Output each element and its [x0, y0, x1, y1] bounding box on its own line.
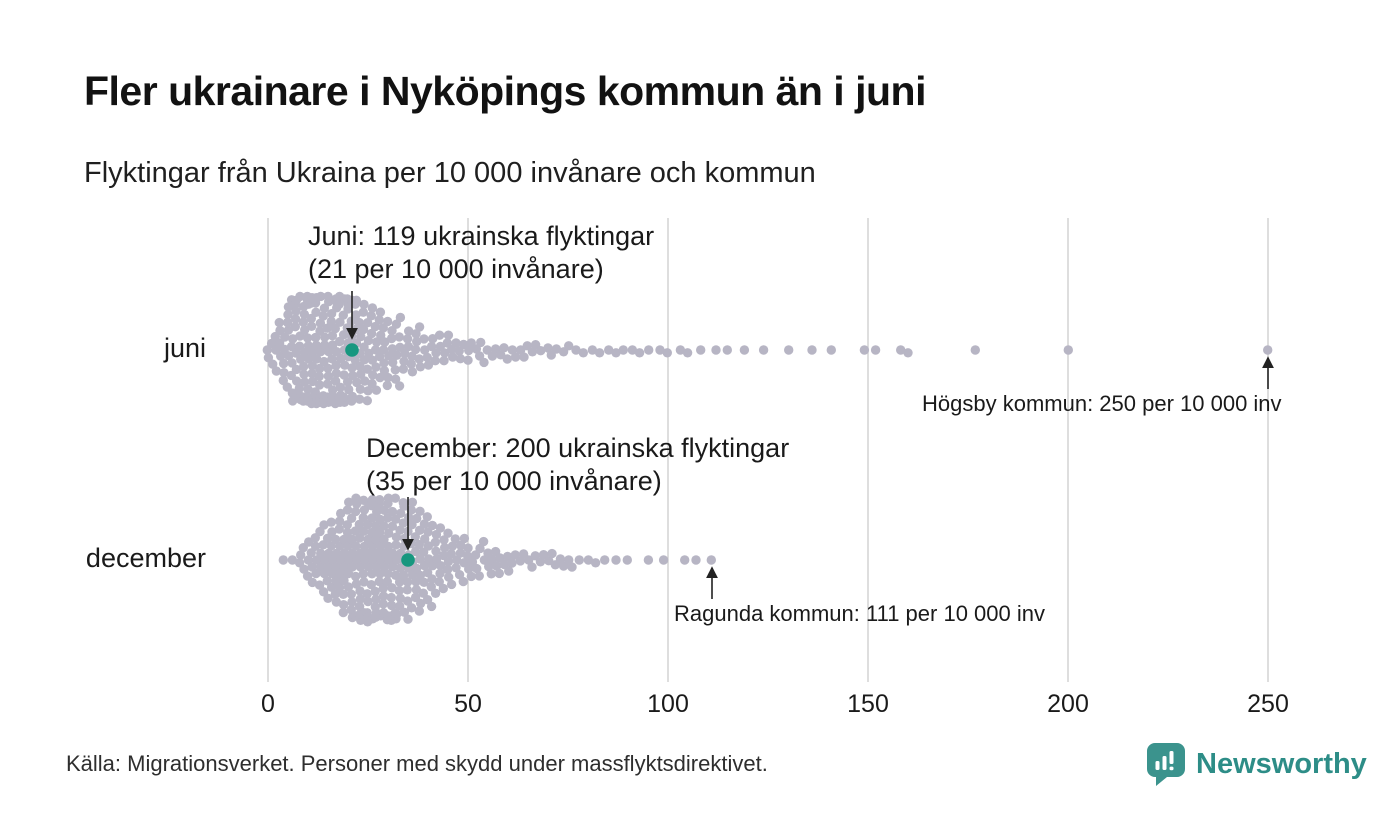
- newsworthy-logo-icon: [1147, 743, 1185, 786]
- row-label-juni: juni: [163, 333, 206, 363]
- svg-text:0: 0: [261, 690, 275, 718]
- annotation-arrows: [346, 291, 1274, 599]
- annotation-ragunda-outlier: Ragunda kommun: 111 per 10 000 inv: [674, 601, 1045, 627]
- newsworthy-logo: Newsworthy: [1146, 742, 1367, 786]
- municipality-dots-december: [278, 493, 716, 627]
- chart-subtitle: Flyktingar från Ukraina per 10 000 invån…: [84, 157, 816, 189]
- annotation-hogsby-outlier: Högsby kommun: 250 per 10 000 inv: [922, 391, 1282, 417]
- svg-text:100: 100: [647, 690, 689, 718]
- x-tick-labels: 0 50 100 150 200 250: [261, 690, 1289, 718]
- annotation-line: Ragunda kommun: 111 per 10 000 inv: [674, 601, 1045, 626]
- svg-text:250: 250: [1247, 690, 1289, 718]
- highlight-dot-december: [401, 553, 415, 567]
- source-note: Källa: Migrationsverket. Personer med sk…: [66, 751, 768, 776]
- x-gridlines: [267, 218, 1269, 682]
- highlight-dot-juni: [345, 343, 359, 357]
- svg-text:200: 200: [1047, 690, 1089, 718]
- page-title: Fler ukrainare i Nyköpings kommun än i j…: [84, 68, 926, 114]
- annotation-juni-highlight: Juni: 119 ukrainska flyktingar (21 per 1…: [308, 220, 654, 286]
- municipality-dots-juni: [262, 291, 1273, 409]
- annotation-line: (35 per 10 000 invånare): [366, 466, 662, 496]
- newsworthy-logo-text: Newsworthy: [1196, 747, 1367, 780]
- row-label-december: december: [85, 543, 206, 573]
- annotation-line: (21 per 10 000 invånare): [308, 254, 604, 284]
- svg-text:50: 50: [454, 690, 482, 718]
- annotation-line: Högsby kommun: 250 per 10 000 inv: [922, 391, 1282, 416]
- annotation-december-highlight: December: 200 ukrainska flyktingar (35 p…: [366, 432, 789, 498]
- annotation-line: December: 200 ukrainska flyktingar: [366, 433, 790, 463]
- annotation-line: Juni: 119 ukrainska flyktingar: [308, 221, 655, 251]
- svg-text:150: 150: [847, 690, 889, 718]
